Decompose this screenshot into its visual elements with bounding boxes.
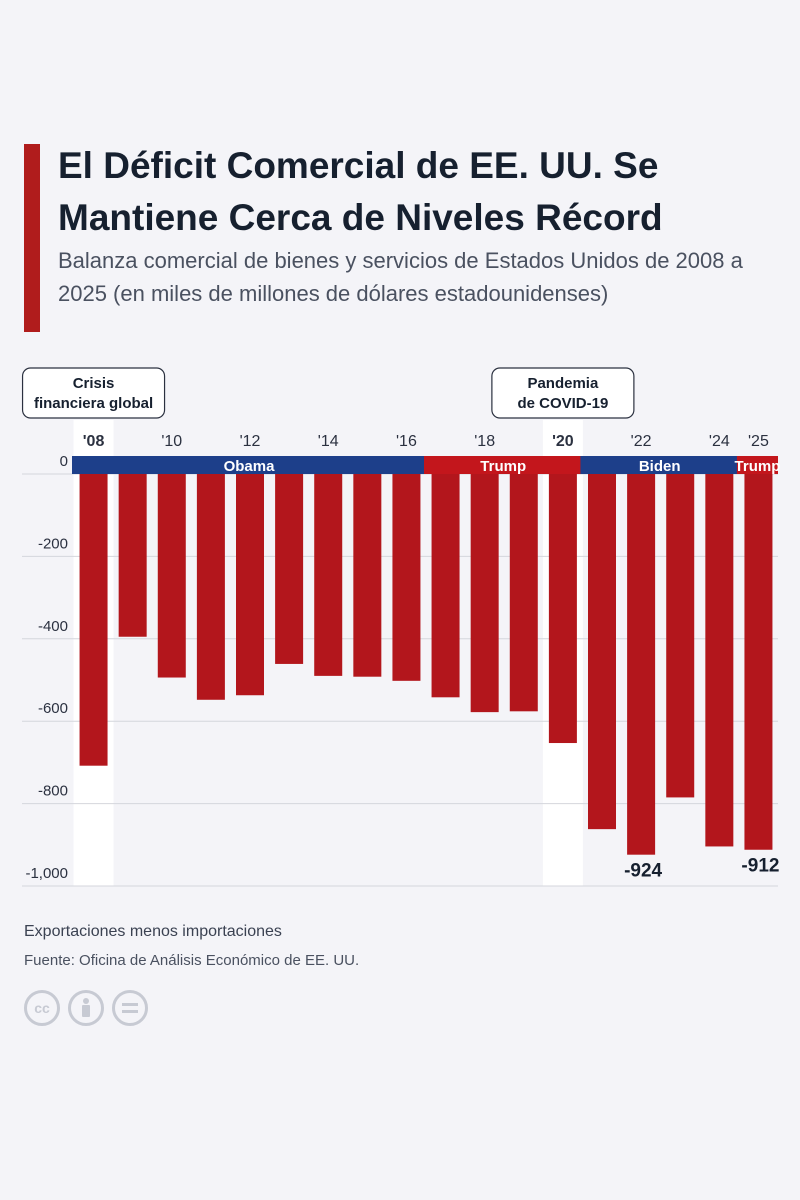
y-tick-label: -400 [38, 618, 68, 635]
presidency-label: Trump [735, 458, 781, 475]
data-label: -912 [741, 856, 779, 877]
presidency-label: Obama [224, 458, 276, 475]
bar [353, 474, 382, 677]
presidency-label: Trump [480, 458, 526, 475]
bar-chart: 0 -200 -400 -600 -800 -1,000 Obama Trump Biden Tr… [21, 367, 781, 887]
y-tick-label: -200 [38, 535, 68, 552]
y-tick-label: -800 [38, 783, 68, 800]
bar [705, 474, 734, 847]
x-tick-label: '16 [396, 433, 417, 450]
x-tick-label: '24 [709, 433, 730, 450]
cc-icon: cc [24, 990, 60, 1026]
no-derivatives-icon [112, 990, 148, 1026]
annotation-text: Crisis [73, 375, 115, 392]
bar [79, 474, 108, 766]
bar [236, 474, 264, 696]
bar [744, 474, 773, 850]
presidency-band [424, 456, 583, 474]
presidency-band [580, 456, 739, 474]
bar [470, 474, 499, 713]
x-tick-label: '08 [83, 433, 105, 450]
x-tick-label: '12 [240, 433, 261, 450]
x-tick-label: '25 [748, 433, 769, 450]
bar [627, 474, 656, 855]
bar [431, 474, 460, 698]
annotation-box [491, 367, 635, 419]
bar [666, 474, 695, 798]
presidency-label: Biden [639, 458, 681, 475]
bar [392, 474, 421, 681]
attribution-icon [68, 990, 104, 1026]
annotation-box [21, 367, 166, 419]
x-tick-label: '18 [474, 433, 495, 450]
bar [548, 474, 577, 744]
chart-subtitle: Balanza comercial de bienes y servicios … [58, 248, 743, 306]
bar [118, 474, 147, 637]
x-tick-label: '20 [552, 433, 574, 450]
chart-footnote: Exportaciones menos importaciones [24, 923, 282, 940]
x-tick-label: '14 [318, 433, 339, 450]
presidency-band [736, 456, 778, 474]
title-accent-bar [24, 144, 40, 332]
license-icons: cc [24, 990, 148, 1026]
presidency-band [72, 456, 426, 474]
y-tick-label: 0 [60, 453, 68, 470]
annotation-text: de COVID-19 [517, 395, 608, 412]
bar [314, 474, 343, 676]
x-tick-label: '22 [631, 433, 652, 450]
bar [275, 474, 304, 664]
bar [196, 474, 225, 700]
bar [588, 474, 616, 830]
y-tick-label: -600 [38, 700, 68, 717]
x-tick-label: '10 [161, 433, 182, 450]
annotation-text: Pandemia [527, 375, 599, 392]
bar [509, 474, 538, 712]
chart-source: Fuente: Oficina de Análisis Económico de… [24, 952, 360, 969]
data-label: -924 [624, 861, 662, 882]
chart-title: El Déficit Comercial de EE. UU. Se Manti… [58, 145, 663, 238]
annotation-text: financiera global [34, 395, 153, 412]
bar [157, 474, 186, 678]
y-tick-label: -1,000 [25, 865, 68, 882]
